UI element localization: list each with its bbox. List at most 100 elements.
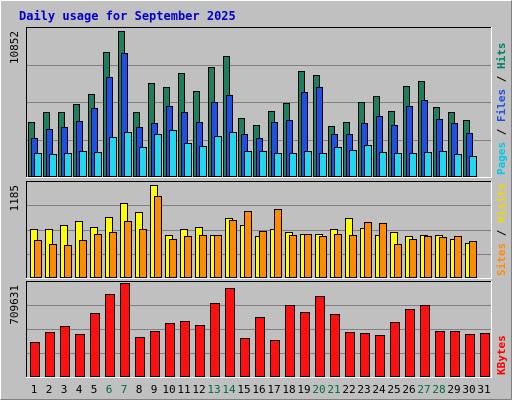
bar-pages-day-17 (274, 153, 282, 177)
bar-pages-day-30 (469, 156, 477, 177)
panels-layer: 10852 Pages / Files / Hits 1185 Sites / Vis… (8, 27, 508, 378)
x-tick-label: 4 (76, 383, 83, 396)
bar-kbytes-day-24 (375, 335, 385, 377)
panel-visits-sites: 1185 Sites / Visits (8, 181, 508, 279)
bar-pages-day-1 (34, 153, 42, 177)
x-tick-label: 16 (252, 383, 265, 396)
bar-kbytes-day-10 (165, 323, 175, 377)
panel-hits-files-pages: 10852 Pages / Files / Hits (8, 27, 508, 178)
x-tick-label: 29 (447, 383, 460, 396)
bar-kbytes-day-15 (240, 338, 250, 377)
x-tick-label: 21 (327, 383, 340, 396)
x-tick-label: 27 (417, 383, 430, 396)
y-max-label: 709631 (8, 285, 21, 325)
x-tick-label: 28 (432, 383, 445, 396)
bar-kbytes-day-27 (420, 305, 430, 377)
bar-sites-day-16 (259, 231, 267, 278)
bar-kbytes-day-7 (120, 283, 130, 377)
legend-entry: Files (495, 89, 508, 122)
chart-title: Daily usage for September 2025 (19, 9, 236, 23)
bar-sites-day-7 (124, 221, 132, 278)
x-tick-label: 19 (297, 383, 310, 396)
bar-pages-day-10 (169, 130, 177, 177)
bar-kbytes-day-19 (300, 312, 310, 377)
bar-sites-day-19 (304, 234, 312, 278)
bar-sites-day-1 (34, 240, 42, 278)
x-tick-label: 2 (46, 383, 53, 396)
x-tick-label: 8 (136, 383, 143, 396)
bar-kbytes-day-21 (330, 314, 340, 377)
legend-entry: / (495, 223, 508, 243)
x-tick-label: 10 (162, 383, 175, 396)
legend-entry: / (495, 69, 508, 89)
bar-pages-day-5 (94, 152, 102, 177)
bar-pages-day-26 (409, 153, 417, 177)
bar-sites-day-8 (139, 229, 147, 278)
bar-pages-day-27 (424, 152, 432, 177)
bar-kbytes-day-18 (285, 305, 295, 377)
bar-sites-day-27 (424, 236, 432, 278)
bar-kbytes-day-4 (75, 334, 85, 377)
bar-pages-day-19 (304, 151, 312, 177)
bar-kbytes-day-20 (315, 296, 325, 377)
bar-kbytes-day-6 (105, 294, 115, 377)
x-tick-label: 7 (121, 383, 128, 396)
bar-pages-day-14 (229, 132, 237, 177)
legend-entry: Visits (495, 183, 508, 223)
x-tick-label: 18 (282, 383, 295, 396)
bar-pages-day-15 (244, 151, 252, 177)
bar-kbytes-day-8 (135, 337, 145, 377)
bar-sites-day-6 (109, 232, 117, 278)
x-tick-label: 9 (151, 383, 158, 396)
bar-kbytes-day-1 (30, 342, 40, 377)
bar-sites-day-13 (214, 235, 222, 278)
bar-sites-day-28 (439, 237, 447, 278)
bar-pages-day-25 (394, 153, 402, 177)
bar-sites-day-2 (49, 244, 57, 278)
x-tick-label: 13 (207, 383, 220, 396)
bar-pages-day-16 (259, 151, 267, 177)
bar-kbytes-day-30 (465, 334, 475, 377)
bar-sites-day-21 (334, 234, 342, 278)
x-tick-label: 31 (477, 383, 490, 396)
bar-pages-day-23 (364, 145, 372, 177)
bar-sites-day-15 (244, 211, 252, 278)
x-tick-label: 24 (372, 383, 386, 396)
bar-pages-day-8 (139, 147, 147, 177)
bar-kbytes-day-12 (195, 325, 205, 377)
bar-kbytes-day-17 (270, 340, 280, 377)
bar-kbytes-day-13 (210, 303, 220, 377)
bar-kbytes-day-23 (360, 333, 370, 377)
bar-pages-day-3 (64, 153, 72, 177)
bar-sites-day-24 (379, 223, 387, 278)
legend: Sites / Visits (495, 183, 508, 276)
bar-kbytes-day-29 (450, 331, 460, 377)
y-max-label: 10852 (8, 31, 21, 64)
x-tick-label: 6 (106, 383, 113, 396)
x-tick-label: 23 (357, 383, 370, 396)
legend-entry: Hits (495, 43, 508, 70)
bar-kbytes-day-31 (480, 333, 490, 377)
bar-kbytes-day-16 (255, 317, 265, 377)
bar-pages-day-20 (319, 153, 327, 177)
bar-pages-day-4 (79, 151, 87, 177)
x-tick-label: 5 (91, 383, 98, 396)
panel-kbytes: 709631 KBytes (8, 281, 508, 378)
bar-pages-day-22 (349, 150, 357, 177)
x-tick-label: 30 (462, 383, 475, 396)
series-sites (34, 196, 477, 278)
legend-entry: KBytes (495, 335, 508, 375)
bar-sites-day-20 (319, 236, 327, 278)
bar-pages-day-28 (439, 151, 447, 177)
bar-sites-day-22 (349, 235, 357, 278)
bar-sites-day-5 (94, 234, 102, 278)
x-tick-label: 3 (61, 383, 68, 396)
y-max-label: 1185 (8, 185, 21, 212)
bar-sites-day-14 (229, 220, 237, 278)
x-tick-label: 1 (31, 383, 38, 396)
bar-sites-day-18 (289, 235, 297, 278)
bar-sites-day-26 (409, 239, 417, 278)
bar-kbytes-day-11 (180, 321, 190, 377)
bar-kbytes-day-3 (60, 326, 70, 377)
x-axis-labels: 1 2 3 4 5 6 7 8 9 10 11 12 13 14 15 16 17 18 19 20 21 22 23 24 2… (31, 383, 491, 396)
